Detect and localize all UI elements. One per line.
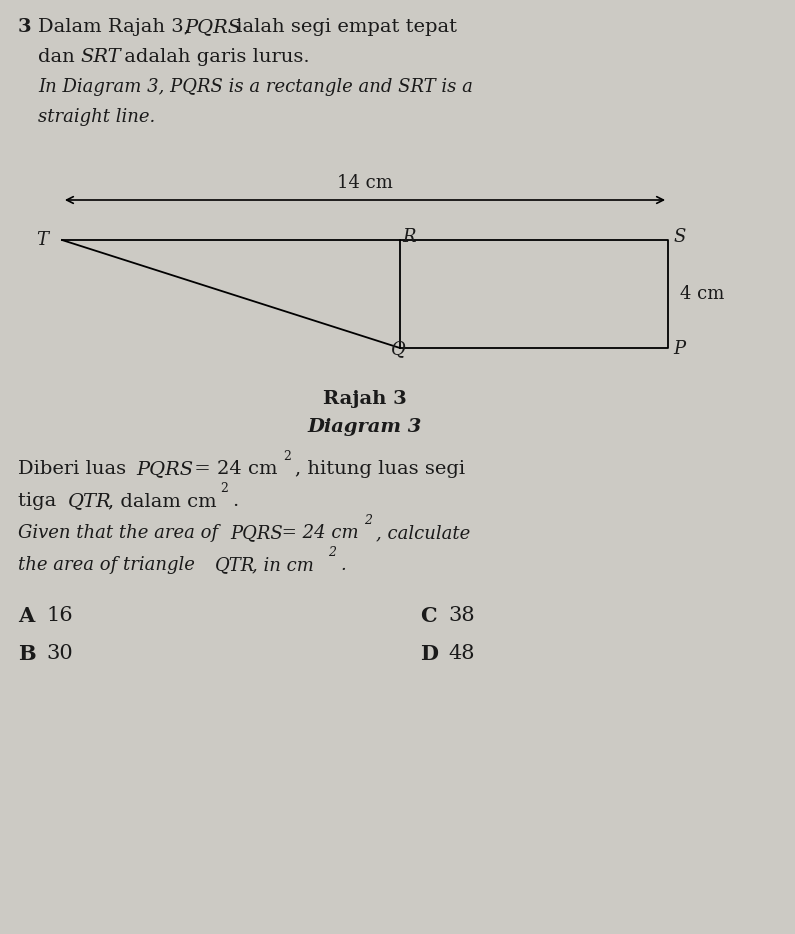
Text: 30: 30: [46, 644, 73, 663]
Text: Diagram 3: Diagram 3: [308, 418, 422, 436]
Text: 14 cm: 14 cm: [337, 174, 393, 192]
Text: ialah segi empat tepat: ialah segi empat tepat: [230, 18, 457, 36]
Text: PQRS: PQRS: [136, 460, 193, 478]
Text: C: C: [420, 606, 436, 626]
Text: 2: 2: [220, 482, 228, 495]
Text: Rajah 3: Rajah 3: [323, 390, 407, 408]
Text: .: .: [340, 556, 346, 574]
Text: = 24 cm: = 24 cm: [188, 460, 277, 478]
Text: 48: 48: [448, 644, 475, 663]
Text: 38: 38: [448, 606, 475, 625]
Text: , calculate: , calculate: [376, 524, 471, 542]
Text: 3: 3: [18, 18, 32, 36]
Text: dan: dan: [38, 48, 81, 66]
Text: adalah garis lurus.: adalah garis lurus.: [118, 48, 309, 66]
Text: B: B: [18, 644, 36, 664]
Text: A: A: [18, 606, 34, 626]
Text: 2: 2: [328, 546, 336, 559]
Text: 2: 2: [283, 450, 291, 463]
Text: , dalam cm: , dalam cm: [108, 492, 216, 510]
Text: Given that the area of: Given that the area of: [18, 524, 224, 542]
Text: S: S: [673, 228, 685, 246]
Text: P: P: [673, 340, 685, 358]
Text: the area of triangle: the area of triangle: [18, 556, 200, 574]
Text: Dalam Rajah 3,: Dalam Rajah 3,: [38, 18, 196, 36]
Text: .: .: [232, 492, 238, 510]
Text: SRT: SRT: [80, 48, 121, 66]
Text: QTR: QTR: [68, 492, 111, 510]
Text: , hitung luas segi: , hitung luas segi: [295, 460, 465, 478]
Text: D: D: [420, 644, 438, 664]
Text: 4 cm: 4 cm: [680, 285, 724, 303]
Text: 2: 2: [364, 514, 372, 527]
Text: Q: Q: [390, 340, 405, 358]
Text: , in cm: , in cm: [252, 556, 314, 574]
Text: QTR: QTR: [215, 556, 255, 574]
Text: T: T: [36, 231, 48, 249]
Text: In Diagram 3, PQRS is a rectangle and SRT is a: In Diagram 3, PQRS is a rectangle and SR…: [38, 78, 473, 96]
Text: straight line.: straight line.: [38, 108, 155, 126]
Text: = 24 cm: = 24 cm: [276, 524, 359, 542]
Text: R: R: [402, 228, 416, 246]
Text: PQRS: PQRS: [230, 524, 283, 542]
Text: Diberi luas: Diberi luas: [18, 460, 133, 478]
Text: 16: 16: [46, 606, 72, 625]
Text: tiga: tiga: [18, 492, 63, 510]
Text: PQRS: PQRS: [184, 18, 241, 36]
